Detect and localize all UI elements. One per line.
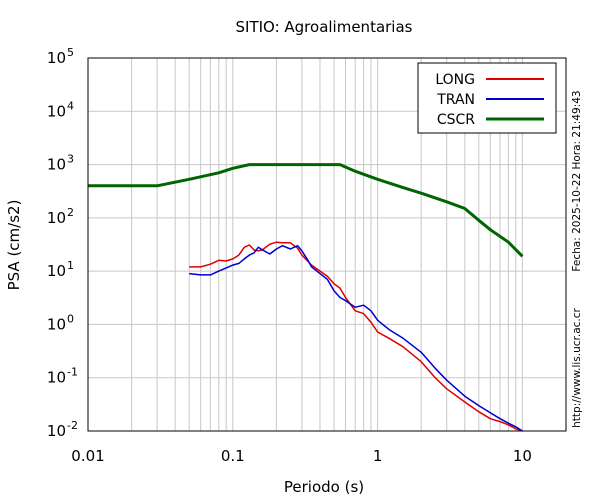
y-tick-exponent: -1 [67,366,78,379]
y-tick-exponent: 4 [67,99,74,112]
legend-label-long: LONG [435,72,475,88]
chart-title: SITIO: Agroalimentarias [236,18,413,36]
y-tick-label: 10 [47,49,66,67]
y-tick-label: 10 [47,422,66,440]
y-tick-label: 10 [47,209,66,227]
x-tick-label: 0.01 [71,447,104,465]
source-url: http://www.lis.ucr.ac.cr [571,307,583,427]
y-tick-exponent: 1 [67,259,74,272]
y-tick-label: 10 [47,262,66,280]
y-tick-exponent: 3 [67,153,74,166]
plot-frame [87,57,567,432]
y-tick-exponent: 0 [67,312,74,325]
y-axis-label: PSA (cm/s2) [5,200,23,291]
series-line-long [189,241,523,432]
legend-label-tran: TRAN [436,92,475,108]
y-tick-exponent: -2 [67,419,78,432]
x-tick-label: 1 [373,447,383,465]
series-line-cscr [88,163,524,258]
y-tick-label: 10 [47,156,66,174]
y-tick-label: 10 [47,369,66,387]
x-tick-label: 10 [513,447,532,465]
y-tick-label: 10 [47,315,66,333]
y-tick-label: 10 [47,102,66,120]
x-tick-labels: 0.01 0.1 1 10 [71,447,532,465]
legend: LONG TRAN CSCR [417,62,557,134]
x-axis-label: Periodo (s) [284,478,364,496]
x-tick-label: 0.1 [221,447,245,465]
legend-label-cscr: CSCR [437,112,475,128]
grid [87,57,567,432]
date-stamp: Fecha: 2025-10-22 Hora: 21:49:43 [571,90,583,271]
series-lines [88,163,524,432]
y-tick-exponent: 2 [67,206,74,219]
series-line-tran [189,244,523,432]
y-tick-exponent: 5 [67,46,74,59]
